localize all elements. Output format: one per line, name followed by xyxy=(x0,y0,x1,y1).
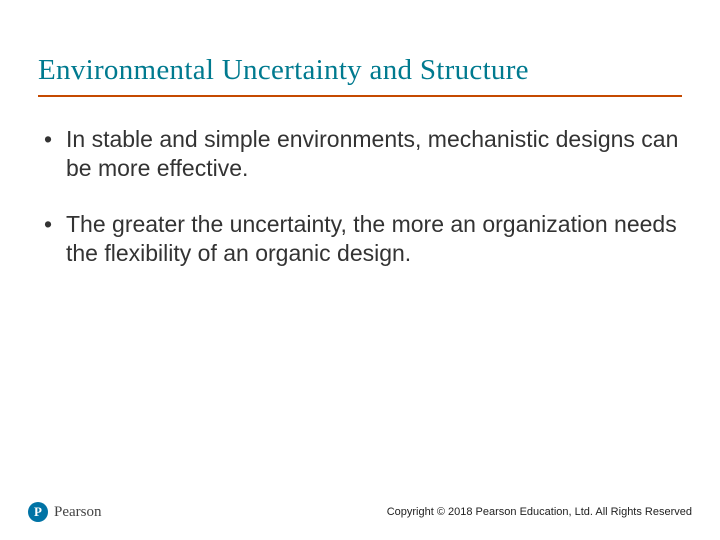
slide-container: Environmental Uncertainty and Structure … xyxy=(0,0,720,540)
publisher-logo: P Pearson xyxy=(28,502,102,522)
bullet-list: In stable and simple environments, mecha… xyxy=(38,125,682,269)
copyright-text: Copyright © 2018 Pearson Education, Ltd.… xyxy=(387,506,692,518)
slide-footer: P Pearson Copyright © 2018 Pearson Educa… xyxy=(0,502,720,522)
bullet-item: The greater the uncertainty, the more an… xyxy=(38,210,682,269)
bullet-item: In stable and simple environments, mecha… xyxy=(38,125,682,184)
logo-brand-text: Pearson xyxy=(54,504,102,521)
logo-circle-icon: P xyxy=(28,502,48,522)
slide-title: Environmental Uncertainty and Structure xyxy=(38,54,682,97)
